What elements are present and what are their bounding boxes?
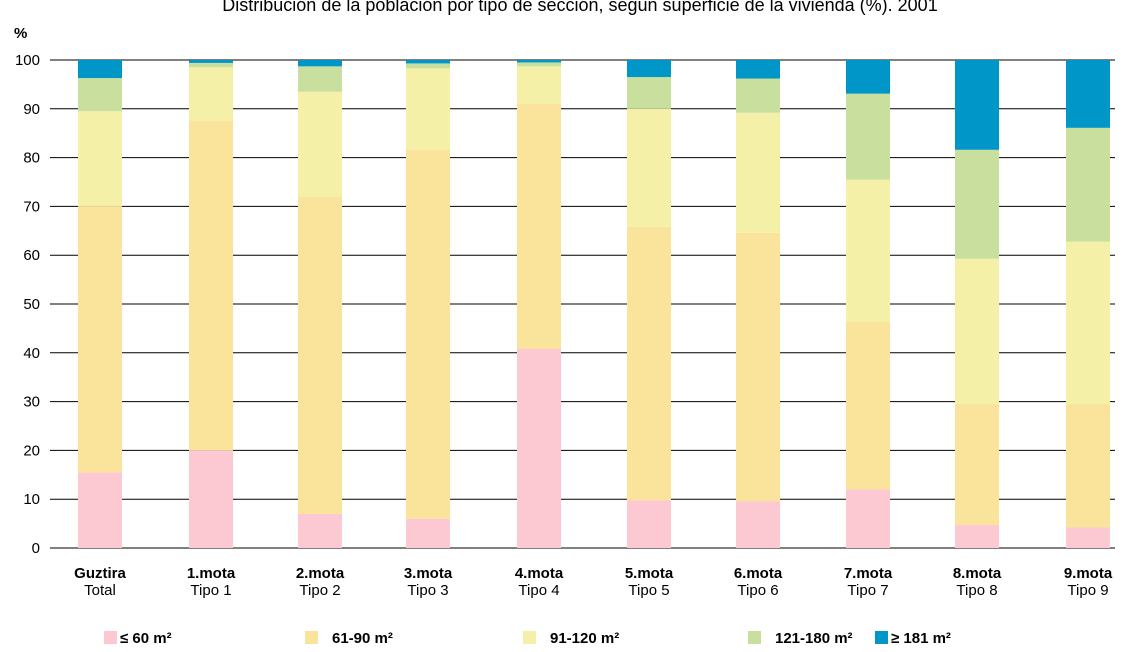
bar-segment xyxy=(406,63,450,69)
y-axis-ticks: 0 10 20 30 40 50 60 70 80 90 100 xyxy=(15,52,40,557)
bar-segment xyxy=(298,513,342,548)
legend-swatch xyxy=(523,631,536,644)
bar-segment xyxy=(627,500,671,548)
bar-segment xyxy=(406,518,450,548)
y-tick-label: 0 xyxy=(32,540,40,557)
bar-segment xyxy=(517,103,561,349)
bar-segment xyxy=(846,93,890,180)
bars xyxy=(78,60,1110,548)
y-tick-label: 80 xyxy=(23,150,40,167)
legend-label: 121-180 m² xyxy=(775,630,853,647)
x-category-label: 5.mota xyxy=(625,565,674,582)
legend-swatch xyxy=(748,631,761,644)
bar-segment xyxy=(846,60,890,94)
chart-title: Distribución de la población por tipo de… xyxy=(222,0,937,15)
legend-label: ≤ 60 m² xyxy=(120,630,172,647)
bar-segment xyxy=(517,348,561,548)
bar-segment xyxy=(78,111,122,207)
legend-label: 61-90 m² xyxy=(332,630,393,647)
bar-segment xyxy=(78,472,122,548)
bar-segment xyxy=(955,258,999,405)
x-category-label: 2.mota xyxy=(296,565,345,582)
x-category-label: 6.mota xyxy=(734,565,783,582)
bar-segment xyxy=(298,91,342,197)
x-category-sublabel: Tipo 5 xyxy=(628,582,669,599)
y-tick-label: 100 xyxy=(15,52,40,69)
x-category-label: 9.mota xyxy=(1064,565,1113,582)
bar-segment xyxy=(78,78,122,112)
y-tick-label: 90 xyxy=(23,101,40,118)
bar-segment xyxy=(406,60,450,64)
legend-swatch xyxy=(305,631,318,644)
legend-label: 91-120 m² xyxy=(550,630,619,647)
bar-segment xyxy=(189,62,233,68)
bar-segment xyxy=(955,525,999,548)
bar-segment xyxy=(298,66,342,92)
bar-segment xyxy=(736,112,780,233)
bar-segment xyxy=(846,179,890,323)
legend: ≤ 60 m² 61-90 m² 91-120 m² 121-180 m² ≥ 181 … xyxy=(104,630,951,647)
bar-segment xyxy=(406,68,450,150)
x-category-sublabel: Tipo 1 xyxy=(190,582,231,599)
bar-segment xyxy=(406,149,450,519)
x-category-sublabel: Total xyxy=(84,582,116,599)
y-tick-label: 20 xyxy=(23,442,40,459)
y-tick-label: 40 xyxy=(23,345,40,362)
bar-segment xyxy=(1066,241,1110,405)
y-tick-label: 60 xyxy=(23,247,40,264)
x-category-label: 8.mota xyxy=(953,565,1002,582)
y-tick-label: 30 xyxy=(23,394,40,411)
bar-segment xyxy=(298,196,342,514)
bar-segment xyxy=(189,450,233,548)
x-category-sublabel: Tipo 9 xyxy=(1067,582,1108,599)
bar-segment xyxy=(1066,60,1110,128)
bar-segment xyxy=(517,66,561,104)
bar-segment xyxy=(189,121,233,451)
x-category-sublabel: Tipo 2 xyxy=(299,582,340,599)
x-category-sublabel: Tipo 4 xyxy=(518,582,559,599)
bar-segment xyxy=(517,60,561,63)
x-category-sublabel: Tipo 3 xyxy=(407,582,448,599)
y-tick-label: 70 xyxy=(23,198,40,215)
bar-segment xyxy=(1066,404,1110,528)
bar-segment xyxy=(955,404,999,526)
bar-segment xyxy=(189,60,233,63)
y-tick-label: 50 xyxy=(23,296,40,313)
x-category-label: 4.mota xyxy=(515,565,564,582)
x-category-label: 3.mota xyxy=(404,565,453,582)
bar-segment xyxy=(78,60,122,79)
y-axis-label: % xyxy=(14,25,27,42)
bar-segment xyxy=(955,149,999,259)
bar-segment xyxy=(736,232,780,502)
bar-segment xyxy=(298,60,342,67)
x-category-label: 1.mota xyxy=(187,565,236,582)
x-category-sublabel: Tipo 7 xyxy=(847,582,888,599)
bar-segment xyxy=(736,60,780,79)
bar-segment xyxy=(846,322,890,490)
bar-segment xyxy=(627,77,671,109)
bar-segment xyxy=(736,78,780,113)
bar-segment xyxy=(736,501,780,548)
bar-segment xyxy=(1066,127,1110,242)
legend-swatch xyxy=(875,631,888,644)
bar-segment xyxy=(78,206,122,473)
y-tick-label: 10 xyxy=(23,491,40,508)
legend-swatch xyxy=(104,631,117,644)
bar-segment xyxy=(627,60,671,78)
bar-segment xyxy=(846,489,890,548)
bar-segment xyxy=(517,62,561,67)
bar-segment xyxy=(627,226,671,501)
x-category-sublabel: Tipo 6 xyxy=(737,582,778,599)
x-category-label: 7.mota xyxy=(844,565,893,582)
legend-label: ≥ 181 m² xyxy=(891,630,951,647)
bar-segment xyxy=(1066,527,1110,548)
bar-segment xyxy=(627,108,671,227)
x-category-sublabel: Tipo 8 xyxy=(956,582,997,599)
bar-segment xyxy=(189,67,233,121)
bar-segment xyxy=(955,60,999,150)
x-category-label: Guztira xyxy=(74,565,126,582)
